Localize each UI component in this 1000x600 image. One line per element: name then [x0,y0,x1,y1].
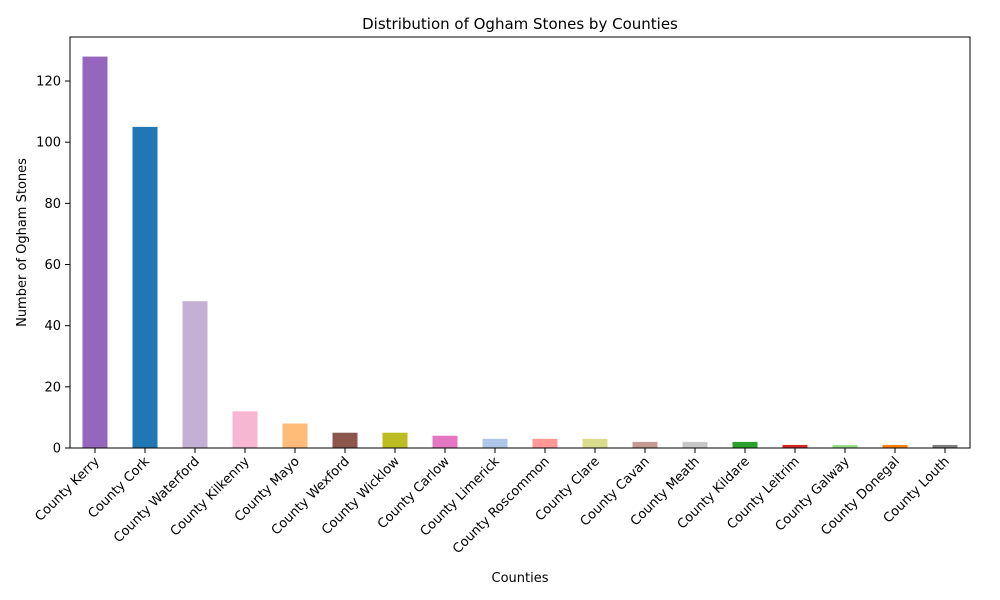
y-axis-ticks: 0 20 40 60 80 100 120 [36,75,70,457]
bar [532,438,558,448]
plot-frame [69,36,971,449]
y-axis-label: Number of Ogham Stones [15,158,30,327]
bar [432,435,458,448]
bar [282,423,308,448]
bar [732,441,758,448]
bar [182,301,208,448]
bar [682,441,708,448]
x-axis-label: Counties [492,571,549,586]
bar [582,438,608,448]
bar [482,438,508,448]
y-tick-label: 80 [44,197,61,212]
y-tick-label: 0 [53,442,61,457]
y-tick-label: 120 [36,75,61,90]
y-tick-label: 60 [44,258,61,273]
y-tick-label: 20 [44,380,61,395]
bars-group [82,56,958,448]
bar [82,56,108,448]
y-tick-label: 40 [44,319,61,334]
y-tick-label: 100 [36,136,61,151]
bar [782,444,808,448]
bar [632,441,658,448]
bar [382,432,408,448]
bar [332,432,358,448]
bar [882,444,908,448]
bar [232,411,258,448]
bar [832,444,858,448]
chart-title: Distribution of Ogham Stones by Counties [362,15,678,33]
bar [132,126,158,448]
bar [932,444,958,448]
